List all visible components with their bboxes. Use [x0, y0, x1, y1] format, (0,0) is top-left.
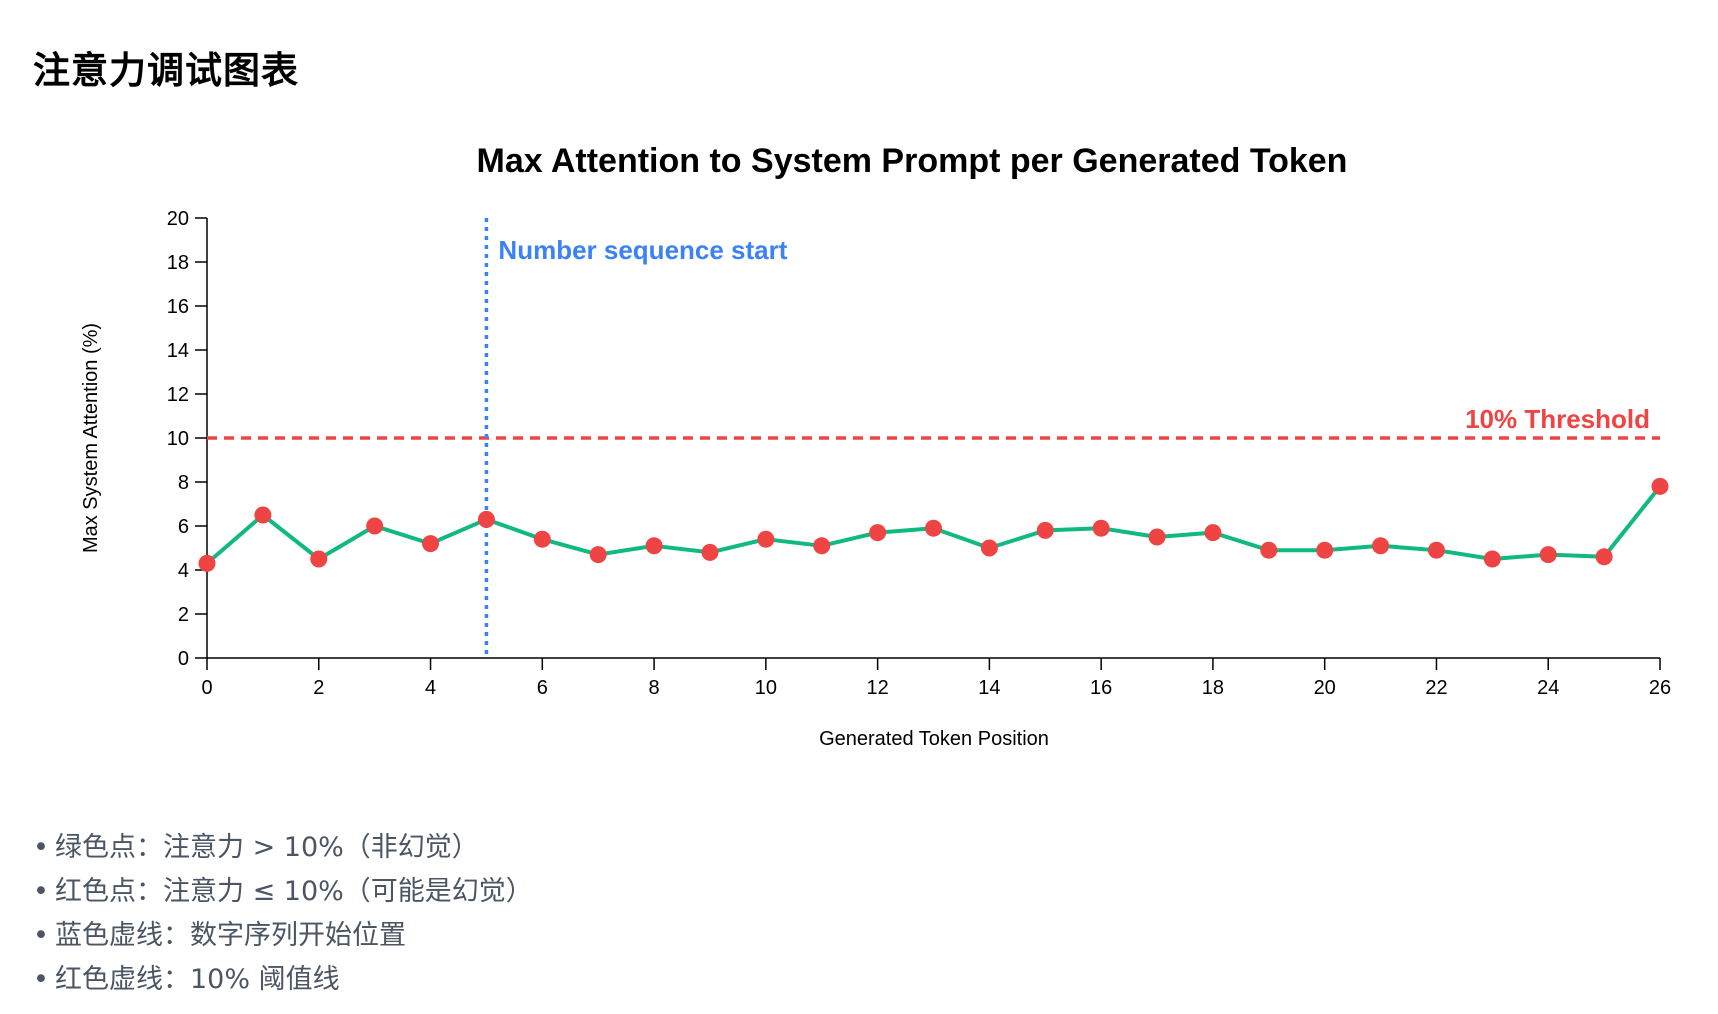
threshold-label: 10% Threshold — [1465, 404, 1650, 434]
data-point — [980, 539, 998, 557]
bullet-icon: • — [33, 832, 49, 863]
data-point — [869, 524, 887, 542]
y-tick-label: 16 — [167, 296, 189, 318]
data-point — [813, 537, 831, 555]
y-tick-label: 4 — [178, 560, 189, 582]
note-text: 绿色点：注意力 > 10%（非幻觉） — [55, 832, 479, 863]
data-point — [254, 506, 272, 524]
y-tick-label: 8 — [178, 472, 189, 494]
x-tick-label: 16 — [1090, 677, 1112, 699]
y-axis-label: Max System Attention (%) — [80, 323, 102, 553]
data-point — [366, 517, 384, 535]
data-point — [757, 530, 775, 548]
x-tick-label: 8 — [649, 677, 660, 699]
data-point — [1260, 541, 1278, 559]
y-tick-label: 2 — [178, 604, 189, 626]
y-tick-label: 20 — [167, 208, 189, 230]
y-tick-label: 10 — [167, 428, 189, 450]
y-tick-label: 18 — [167, 252, 189, 274]
bullet-icon: • — [33, 964, 49, 995]
chart-title: Max Attention to System Prompt per Gener… — [477, 142, 1348, 180]
note-text: 蓝色虚线：数字序列开始位置 — [55, 920, 406, 951]
y-tick-label: 0 — [178, 648, 189, 670]
x-tick-label: 20 — [1314, 677, 1336, 699]
data-point — [198, 554, 216, 572]
legend-notes: • 绿色点：注意力 > 10%（非幻觉） • 红色点：注意力 ≤ 10%（可能是幻觉… — [33, 826, 533, 1002]
bullet-icon: • — [33, 876, 49, 907]
data-point — [477, 510, 495, 528]
y-tick-label: 14 — [167, 340, 189, 362]
x-tick-label: 22 — [1425, 677, 1447, 699]
data-point — [925, 519, 942, 537]
x-tick-label: 14 — [978, 677, 1000, 699]
note-text: 红色虚线：10% 阈值线 — [55, 964, 340, 995]
note-text: 红色点：注意力 ≤ 10%（可能是幻觉） — [55, 876, 533, 907]
data-point — [1204, 524, 1222, 542]
data-point — [1595, 548, 1613, 566]
x-tick-label: 0 — [201, 677, 212, 699]
y-tick-label: 6 — [178, 516, 189, 538]
data-point — [1316, 541, 1334, 559]
data-point — [1483, 550, 1501, 568]
data-point — [1036, 521, 1054, 539]
data-point — [1092, 519, 1110, 537]
note-red-points: • 红色点：注意力 ≤ 10%（可能是幻觉） — [33, 870, 533, 914]
x-tick-label: 24 — [1537, 677, 1559, 699]
data-point — [701, 543, 719, 561]
sequence-start-label: Number sequence start — [498, 235, 787, 265]
data-point — [645, 537, 663, 555]
data-point — [1651, 477, 1669, 495]
data-point — [589, 546, 607, 564]
x-tick-label: 10 — [755, 677, 777, 699]
y-tick-label: 12 — [167, 384, 189, 406]
data-point — [422, 535, 440, 553]
x-tick-label: 26 — [1649, 677, 1671, 699]
x-tick-label: 2 — [313, 677, 324, 699]
x-axis-label: Generated Token Position — [819, 728, 1049, 750]
data-point — [1427, 541, 1445, 559]
note-green-points: • 绿色点：注意力 > 10%（非幻觉） — [33, 826, 533, 870]
page-title: 注意力调试图表 — [33, 49, 299, 92]
data-point — [310, 550, 328, 568]
bullet-icon: • — [33, 920, 49, 951]
note-blue-line: • 蓝色虚线：数字序列开始位置 — [33, 914, 533, 958]
note-red-line: • 红色虚线：10% 阈值线 — [33, 958, 533, 1002]
x-tick-label: 12 — [866, 677, 888, 699]
data-point — [1148, 528, 1166, 546]
x-tick-label: 6 — [537, 677, 548, 699]
data-point — [1539, 546, 1557, 564]
x-tick-label: 18 — [1202, 677, 1224, 699]
attention-chart: Max Attention to System Prompt per Gener… — [80, 142, 1671, 750]
data-point — [1372, 537, 1390, 555]
data-point — [533, 530, 551, 548]
x-tick-label: 4 — [425, 677, 436, 699]
